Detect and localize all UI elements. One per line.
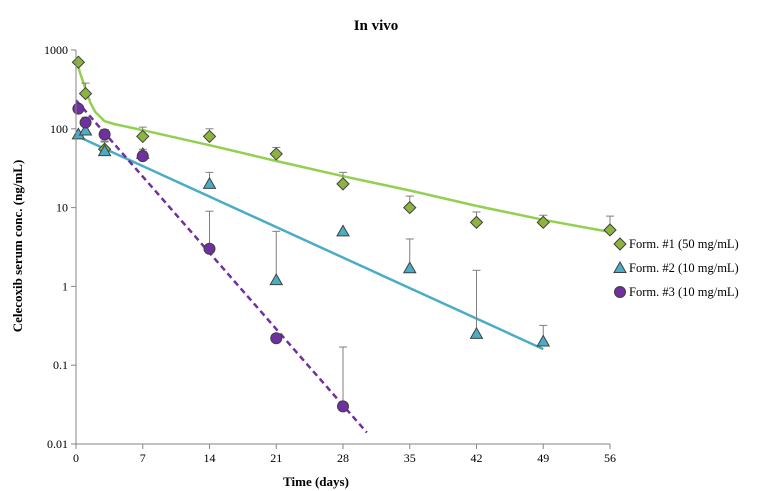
- data-point-series-2: [469, 326, 484, 339]
- legend: Form. #1 (50 mg/mL) Form. #2 (10 mg/mL) Fo…: [613, 237, 739, 299]
- legend-marker-diamond: [613, 237, 627, 251]
- x-tick-label: 21: [270, 451, 282, 465]
- data-point-series-2: [97, 144, 112, 157]
- data-point-series-2: [269, 273, 284, 286]
- chart-title: In vivo: [354, 18, 399, 34]
- data-point-series-2: [202, 176, 217, 189]
- error-bars: [81, 82, 614, 407]
- data-point-series-1: [469, 215, 484, 230]
- y-axis-ticks: 0.01 0.1 1 10 100 1000: [44, 43, 76, 451]
- data-point-series-3: [337, 400, 349, 413]
- fit-line-series-3: [75, 99, 368, 434]
- data-point-series-3: [79, 116, 92, 129]
- data-point-series-1: [136, 129, 150, 144]
- data-point-series-3: [136, 150, 149, 163]
- x-tick-label: 42: [471, 451, 483, 465]
- data-point-series-2: [78, 123, 93, 136]
- data-point-series-1: [71, 55, 86, 69]
- data-point-series-3: [203, 242, 216, 255]
- x-tick-label: 56: [604, 451, 616, 465]
- x-axis-ticks: 0 7 14 21 28 35 42 49 56: [73, 444, 616, 465]
- x-tick-label: 0: [73, 451, 79, 465]
- x-axis-label: Time (days): [283, 474, 349, 489]
- data-point-series-3: [270, 332, 283, 345]
- data-point-series-1: [336, 177, 350, 191]
- x-tick-label: 35: [404, 451, 416, 465]
- x-tick-label: 28: [337, 451, 349, 465]
- x-tick-label: 49: [537, 451, 549, 465]
- fit-line-series-2: [75, 134, 544, 351]
- data-point-series-1: [403, 200, 417, 215]
- legend-marker-triangle: [613, 260, 627, 273]
- y-tick-label: 0.1: [53, 358, 68, 372]
- legend-label: Form. #2 (10 mg/mL): [629, 261, 739, 275]
- x-tick-label: 14: [204, 451, 216, 465]
- data-point-series-3: [98, 128, 111, 141]
- data-point-series-1: [78, 86, 93, 101]
- legend-label: Form. #1 (50 mg/mL): [629, 237, 739, 251]
- y-tick-label: 1000: [44, 43, 68, 57]
- data-point-series-2: [336, 224, 350, 237]
- y-tick-label: 1: [62, 279, 68, 293]
- y-tick-label: 100: [50, 122, 68, 136]
- data-point-series-2: [402, 261, 417, 274]
- data-point-series-1: [269, 147, 283, 161]
- legend-marker-circle: [614, 286, 626, 298]
- data-point-series-3: [72, 102, 85, 115]
- data-point-series-1: [536, 215, 550, 230]
- x-tick-label: 7: [140, 451, 146, 465]
- data-markers: [71, 55, 617, 413]
- fit-line-series-1: [74, 59, 611, 234]
- plot-area: 0 7 14 21 28 35 42 49 56 0.01 0.1 1 10 100 1000: [44, 43, 617, 465]
- legend-item: Form. #1 (50 mg/mL): [613, 237, 739, 251]
- data-point-series-2: [536, 334, 551, 347]
- y-tick-label: 0.01: [47, 437, 68, 451]
- legend-item: Form. #3 (10 mg/mL): [614, 285, 739, 299]
- data-point-series-1: [202, 129, 217, 144]
- legend-label: Form. #3 (10 mg/mL): [629, 285, 739, 299]
- data-point-series-1: [603, 223, 617, 237]
- legend-item: Form. #2 (10 mg/mL): [613, 260, 739, 275]
- y-axis-label: Celecoxib serum conc. (ng/mL): [10, 160, 25, 333]
- y-tick-label: 10: [56, 201, 68, 215]
